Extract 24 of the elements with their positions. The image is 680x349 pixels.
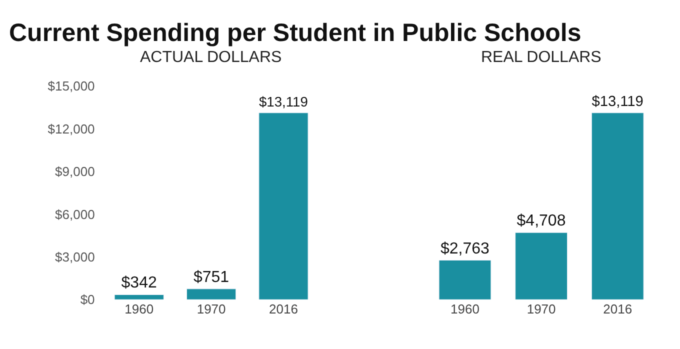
bar xyxy=(186,288,236,300)
data-label: $2,763 xyxy=(440,240,490,258)
y-tick-label: $3,000 xyxy=(55,249,95,264)
x-tick-label: 2016 xyxy=(269,302,298,317)
y-tick-label: $0 xyxy=(80,292,95,308)
bar xyxy=(258,112,308,300)
y-tick-label: $6,000 xyxy=(55,206,95,222)
data-label: $13,119 xyxy=(592,94,644,110)
x-tick-label: 1960 xyxy=(450,302,480,317)
data-label: $4,708 xyxy=(516,212,566,230)
data-label: $342 xyxy=(121,274,157,292)
y-tick-label: $9,000 xyxy=(55,164,95,180)
data-label: $751 xyxy=(193,268,230,286)
bar xyxy=(114,294,164,300)
x-tick-label: 1970 xyxy=(196,302,226,317)
data-label: $13,119 xyxy=(258,93,308,110)
chart-title: Current Spending per Student in Public Schools xyxy=(9,19,582,47)
x-tick-label: 1970 xyxy=(526,302,556,317)
chart-subtitle: REAL DOLLARS xyxy=(481,49,602,66)
y-tick-label: $15,000 xyxy=(48,78,95,94)
x-tick-label: 2016 xyxy=(603,302,632,317)
chart-subtitle: ACTUAL DOLLARS xyxy=(140,49,282,66)
y-tick-label: $12,000 xyxy=(48,121,95,136)
x-tick-label: 1960 xyxy=(124,302,154,317)
